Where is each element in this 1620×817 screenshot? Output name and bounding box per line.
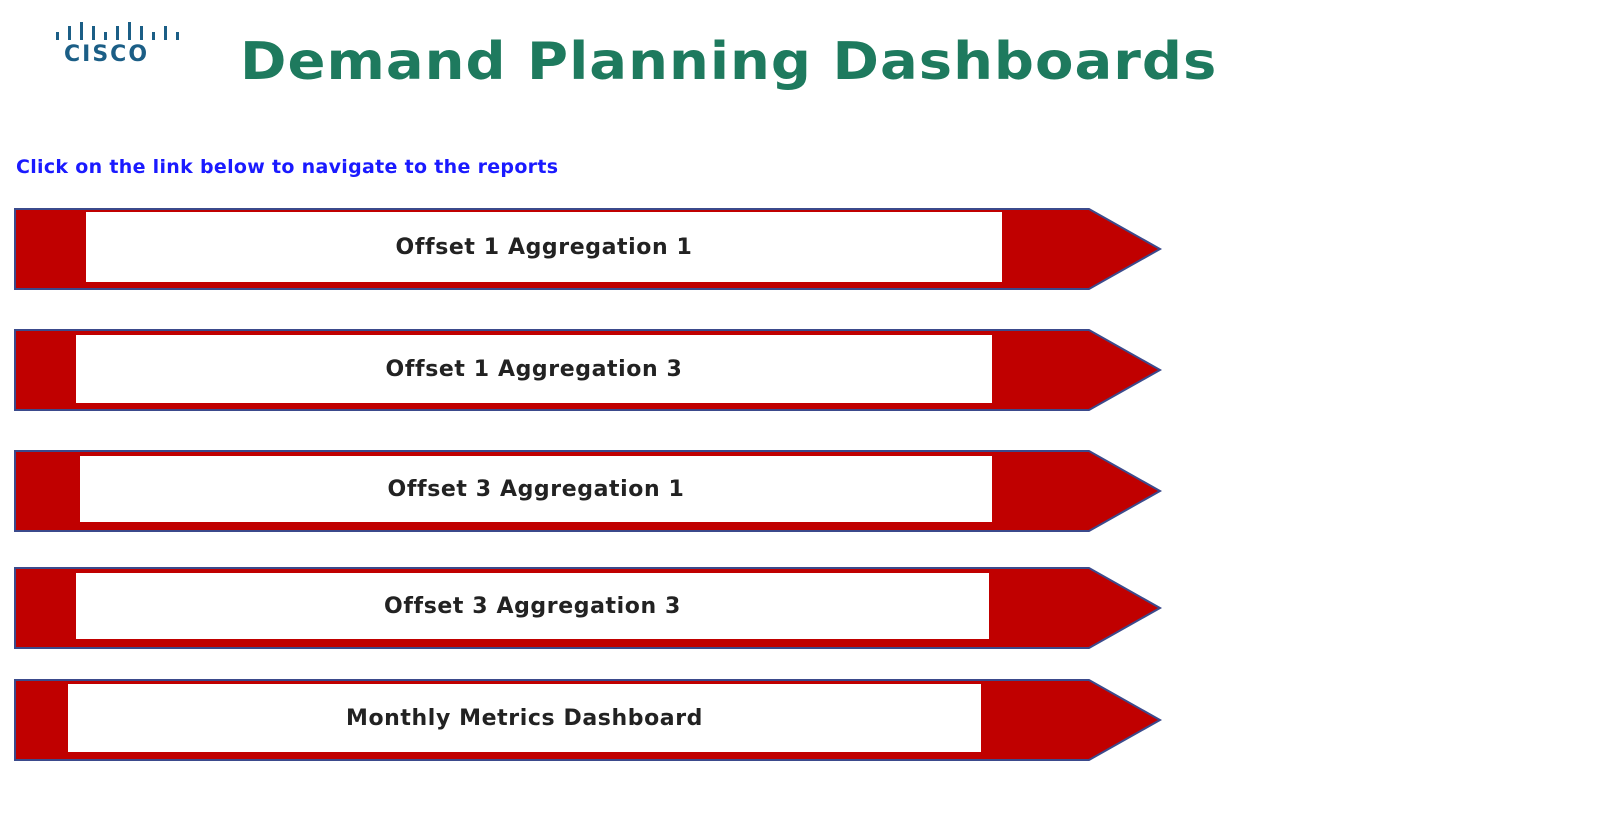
- link-panel[interactable]: Offset 3 Aggregation 1: [80, 456, 992, 522]
- link-panel[interactable]: Offset 1 Aggregation 3: [76, 335, 992, 403]
- link-panel[interactable]: Offset 1 Aggregation 1: [86, 212, 1002, 282]
- cisco-bars-icon: [56, 22, 179, 40]
- link-offset3-agg1[interactable]: Offset 3 Aggregation 1: [14, 450, 1214, 532]
- logo-text: CISCO: [64, 42, 150, 67]
- cisco-logo: CISCO: [48, 18, 198, 78]
- link-panel[interactable]: Monthly Metrics Dashboard: [68, 684, 981, 752]
- link-label[interactable]: Offset 3 Aggregation 1: [387, 476, 685, 502]
- link-label[interactable]: Monthly Metrics Dashboard: [345, 705, 704, 731]
- link-label[interactable]: Offset 1 Aggregation 3: [385, 356, 683, 382]
- link-panel[interactable]: Offset 3 Aggregation 3: [76, 573, 989, 639]
- link-offset1-agg1[interactable]: Offset 1 Aggregation 1: [14, 208, 1214, 290]
- link-offset1-agg3[interactable]: Offset 1 Aggregation 3: [14, 329, 1214, 411]
- page-title: Demand Planning Dashboards: [240, 32, 1218, 92]
- instruction-text: Click on the link below to navigate to t…: [16, 156, 559, 178]
- link-monthly-metrics-dashboard[interactable]: Monthly Metrics Dashboard: [14, 679, 1214, 761]
- link-offset3-agg3[interactable]: Offset 3 Aggregation 3: [14, 567, 1214, 649]
- link-label[interactable]: Offset 3 Aggregation 3: [384, 593, 681, 619]
- link-label[interactable]: Offset 1 Aggregation 1: [395, 234, 693, 260]
